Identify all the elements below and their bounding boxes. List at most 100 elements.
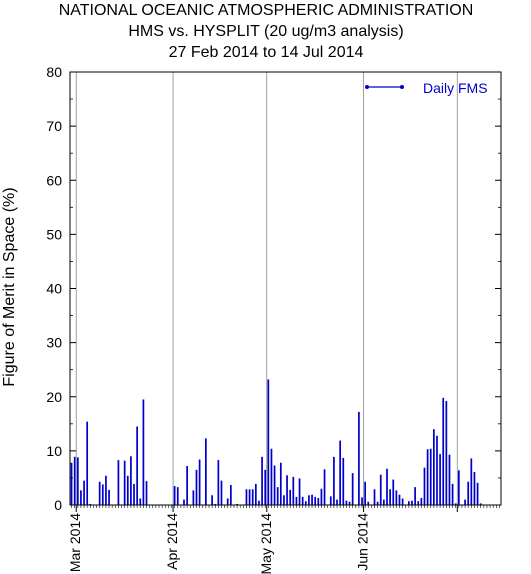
- legend-marker-left: [365, 85, 369, 89]
- bar: [464, 499, 466, 505]
- bar: [414, 487, 416, 505]
- bar: [267, 379, 270, 505]
- bar: [298, 478, 301, 505]
- bar: [392, 479, 395, 505]
- bar: [358, 411, 360, 505]
- bar: [408, 501, 410, 505]
- x-tick-label: Jun 2014: [355, 513, 371, 571]
- x-tick-label: Apr 2014: [164, 513, 180, 570]
- bar: [329, 496, 332, 505]
- bar: [123, 460, 126, 505]
- x-tick-label: Mar 2014: [67, 513, 83, 572]
- y-tick-label: 10: [46, 443, 62, 459]
- bar: [70, 462, 73, 505]
- bar: [454, 503, 457, 505]
- bar: [195, 469, 198, 505]
- bar: [254, 483, 257, 505]
- bar: [336, 499, 338, 505]
- bar: [345, 500, 348, 505]
- y-tick-label: 0: [54, 497, 62, 513]
- bar: [283, 495, 285, 505]
- y-tick-label: 50: [46, 226, 62, 242]
- bar: [333, 456, 335, 505]
- bar: [426, 449, 429, 505]
- chart-title-line-3: 27 Feb 2014 to 14 Jul 2014: [169, 44, 364, 61]
- bar: [304, 501, 307, 505]
- bar: [251, 489, 254, 505]
- bar: [108, 489, 110, 505]
- bar: [176, 487, 179, 505]
- bar: [339, 440, 342, 505]
- bar: [217, 460, 220, 505]
- y-tick-label: 20: [46, 389, 62, 405]
- bar: [211, 495, 213, 505]
- bar: [351, 473, 354, 505]
- legend: Daily FMS: [365, 80, 488, 96]
- bar: [432, 429, 435, 505]
- bar: [214, 503, 217, 505]
- bar: [226, 498, 229, 505]
- legend-label: Daily FMS: [423, 80, 488, 96]
- bar: [479, 503, 482, 505]
- bar: [276, 487, 279, 505]
- bar: [105, 475, 107, 505]
- bar: [173, 486, 176, 505]
- bar: [314, 496, 317, 505]
- chart-title-line-2: HMS vs. HYSPLIT (20 ug/m3 analysis): [128, 23, 403, 40]
- y-ticks: 0 10 20 30 40 50 60 70 80: [46, 64, 501, 513]
- bar: [439, 454, 441, 505]
- bar: [245, 489, 248, 505]
- bar: [429, 448, 432, 505]
- bar: [361, 497, 363, 505]
- bar: [136, 426, 139, 505]
- bar: [130, 456, 132, 505]
- bar: [476, 482, 479, 505]
- bar: [264, 469, 267, 505]
- bar: [383, 499, 385, 505]
- bar: [342, 457, 345, 505]
- bar: [373, 489, 376, 505]
- bar: [205, 438, 207, 505]
- month-gridlines: [75, 72, 458, 505]
- bar: [420, 497, 423, 505]
- bar: [301, 496, 304, 505]
- bar: [142, 399, 145, 505]
- bar: [295, 496, 298, 505]
- bar: [279, 462, 282, 505]
- bar: [186, 466, 188, 505]
- bar: [286, 475, 288, 505]
- bar: [76, 457, 79, 505]
- bar: [98, 481, 101, 505]
- y-tick-label: 30: [46, 335, 62, 351]
- bar: [126, 475, 129, 505]
- bar: [89, 503, 92, 505]
- bar: [183, 499, 185, 505]
- y-tick-label: 60: [46, 172, 62, 188]
- bar: [317, 497, 320, 505]
- bar: [395, 490, 398, 505]
- bar: [401, 498, 404, 505]
- bar: [289, 489, 292, 505]
- bar: [139, 498, 142, 505]
- bar: [273, 465, 276, 505]
- bar: [248, 489, 251, 505]
- bar: [386, 468, 388, 505]
- bar: [436, 435, 438, 505]
- bar: [379, 474, 382, 505]
- bar: [367, 501, 370, 505]
- bar: [423, 467, 426, 505]
- bar: [470, 458, 473, 505]
- bar: [101, 484, 104, 505]
- bar: [198, 459, 201, 505]
- bar: [457, 470, 460, 505]
- bar: [73, 456, 76, 505]
- bar: [451, 483, 454, 505]
- bar: [117, 460, 120, 505]
- x-tick-label: May 2014: [258, 513, 274, 574]
- bar: [323, 469, 326, 505]
- bar: [258, 500, 260, 505]
- y-tick-label: 80: [46, 64, 62, 80]
- bar-series: [70, 379, 482, 505]
- bar: [229, 484, 232, 505]
